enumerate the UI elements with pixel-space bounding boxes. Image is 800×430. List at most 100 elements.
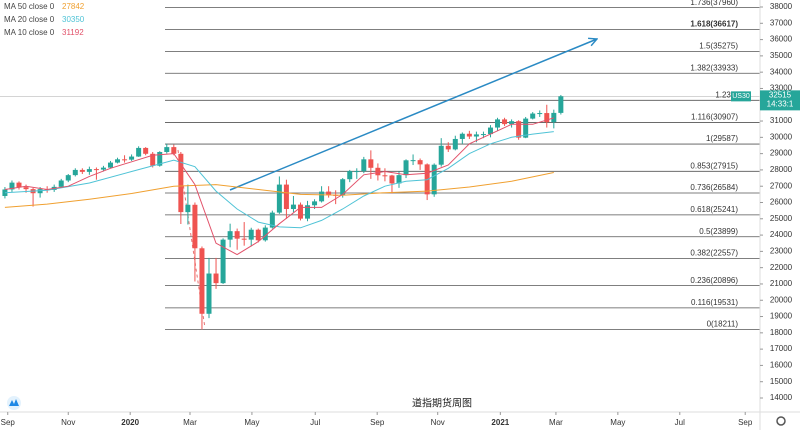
candle-body xyxy=(72,169,78,176)
watermark: 道指期货周图 xyxy=(412,397,472,410)
candle-body xyxy=(86,169,92,172)
fib-label: 0.736(26584) xyxy=(690,183,738,192)
candle-body xyxy=(340,179,346,196)
candle-body xyxy=(382,175,388,177)
candle-body xyxy=(326,191,332,195)
candle-body xyxy=(319,191,325,202)
candle-body xyxy=(509,121,515,125)
settings-icon[interactable] xyxy=(776,416,786,426)
legend-label: MA 20 close 0 xyxy=(4,15,55,24)
candle-body xyxy=(551,112,557,123)
candle-body xyxy=(452,138,458,150)
fib-label: 1.618(36617) xyxy=(690,20,738,29)
candle-body xyxy=(290,204,296,210)
candle-body xyxy=(93,169,99,171)
y-tick-label: 25000 xyxy=(770,214,793,223)
symbol-box xyxy=(731,91,751,102)
y-tick-label: 24000 xyxy=(770,230,793,239)
candle-body xyxy=(523,118,529,138)
candle-body xyxy=(537,113,543,115)
candle-body xyxy=(178,153,184,213)
candle-body xyxy=(220,239,226,284)
y-tick-label: 34000 xyxy=(770,67,793,76)
candle-body xyxy=(136,147,142,157)
fib-label: 0.618(25241) xyxy=(690,205,738,214)
y-tick-label: 21000 xyxy=(770,279,793,288)
fib-label: 0(18211) xyxy=(707,320,739,329)
candle-body xyxy=(115,159,121,163)
fib-label: 1.116(30907) xyxy=(691,113,738,122)
y-tick-label: 22000 xyxy=(770,263,793,272)
x-tick-label: Mar xyxy=(183,418,197,427)
legend-value: 27842 xyxy=(62,2,85,11)
price-tag-box xyxy=(760,90,800,111)
x-tick-label: Sep xyxy=(1,418,16,427)
candle-body xyxy=(234,231,240,239)
candle-body xyxy=(143,147,149,154)
y-tick-label: 20000 xyxy=(770,295,793,304)
y-tick-label: 30000 xyxy=(770,132,793,141)
y-tick-label: 36000 xyxy=(770,35,793,44)
candle-body xyxy=(396,175,402,184)
x-tick-label: Mar xyxy=(549,418,563,427)
legend-label: MA 10 close 0 xyxy=(4,28,55,37)
candle-body xyxy=(107,162,113,168)
fib-label: 1.236( xyxy=(715,90,738,99)
x-tick-label: Sep xyxy=(370,418,385,427)
logo-circle xyxy=(7,396,21,410)
candle-body xyxy=(276,184,282,213)
candle-body xyxy=(495,119,501,128)
y-tick-label: 31000 xyxy=(770,116,793,125)
price-tag-time: 14:33:1 xyxy=(767,99,794,108)
candle-body xyxy=(502,119,508,125)
price-tag-symbol: US30 xyxy=(732,93,750,100)
y-tick-label: 37000 xyxy=(770,18,793,27)
y-tick-label: 15000 xyxy=(770,377,793,386)
y-tick-label: 29000 xyxy=(770,149,793,158)
candle-body xyxy=(544,113,550,123)
candle-body xyxy=(466,133,472,137)
plot-layer xyxy=(0,7,760,330)
y-tick-label: 26000 xyxy=(770,198,793,207)
candle-body xyxy=(241,238,247,240)
gear xyxy=(776,416,786,426)
candle-body xyxy=(9,182,15,190)
y-tick-label: 28000 xyxy=(770,165,793,174)
candle-body xyxy=(417,160,423,165)
fib-label: 0.382(22557) xyxy=(690,249,738,258)
candle-body xyxy=(375,167,381,176)
candle-body xyxy=(480,134,486,136)
fib-label: 1.5(35275) xyxy=(699,42,738,51)
candle-body xyxy=(171,147,177,154)
ma-line xyxy=(4,131,554,229)
x-tick-label: 2020 xyxy=(121,418,139,427)
candle-body xyxy=(487,127,493,135)
candle-body xyxy=(248,229,254,240)
candle-body xyxy=(199,248,205,314)
candle-body xyxy=(129,156,135,160)
ma-line xyxy=(4,117,554,256)
y-tick-label: 27000 xyxy=(770,181,793,190)
y-tick-label: 35000 xyxy=(770,51,793,60)
candle-body xyxy=(164,147,170,152)
candle-body xyxy=(213,273,219,284)
fib-label: 0.853(27915) xyxy=(690,161,738,170)
x-tick-label: 2021 xyxy=(491,418,509,427)
x-tick-label: Jul xyxy=(675,418,685,427)
candle-body xyxy=(227,231,233,240)
y-tick-label: 17000 xyxy=(770,344,793,353)
fib-label: 1.736(37960) xyxy=(690,0,738,7)
candle-body xyxy=(150,153,156,166)
candle-body xyxy=(347,171,353,180)
legend-value: 31192 xyxy=(62,28,84,37)
candle-body xyxy=(262,227,268,241)
candle-body xyxy=(410,160,416,162)
y-tick-label: 33000 xyxy=(770,84,793,93)
logo[interactable] xyxy=(7,396,21,410)
candle-body xyxy=(473,134,479,137)
candle-body xyxy=(389,175,395,184)
candle-body xyxy=(206,273,212,314)
legend-value: 30350 xyxy=(62,15,85,24)
candle-body xyxy=(305,205,311,219)
